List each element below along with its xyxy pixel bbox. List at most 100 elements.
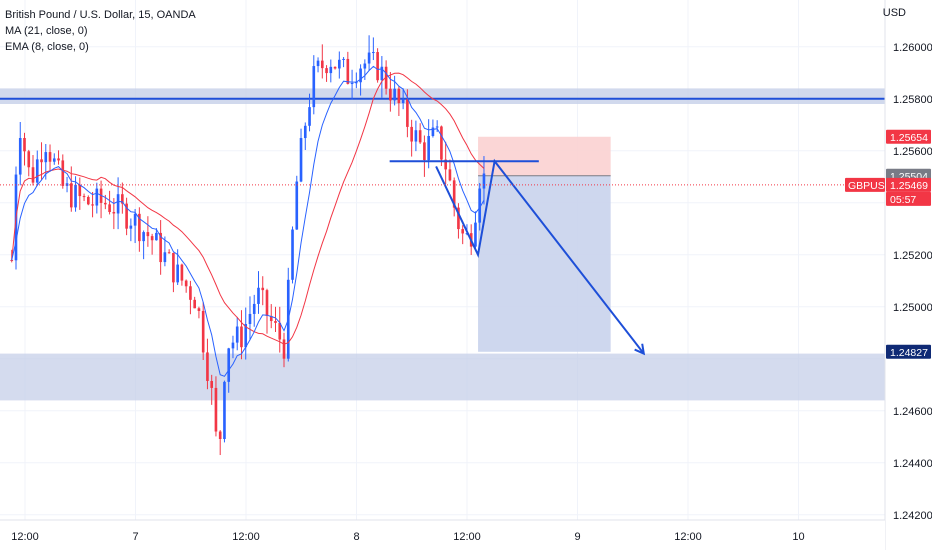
candle-body xyxy=(167,252,171,254)
candle-body xyxy=(163,252,167,263)
candle-body xyxy=(269,315,273,322)
candle-body xyxy=(457,207,460,230)
candle-body xyxy=(48,152,52,162)
price-tag-box xyxy=(886,177,931,192)
chart-legend: British Pound / U.S. Dollar, 15, OANDA M… xyxy=(5,7,196,55)
price-tag-box xyxy=(886,129,931,144)
candle-body xyxy=(427,135,430,161)
candle-body xyxy=(350,83,354,85)
candle-body xyxy=(337,59,341,69)
candle-body xyxy=(414,130,418,142)
grid xyxy=(0,0,885,520)
candle-body xyxy=(129,225,133,229)
x-tick-label: 12:00 xyxy=(674,531,702,543)
candle-body xyxy=(274,321,277,323)
candle-body xyxy=(367,52,371,64)
symbol-title[interactable]: British Pound / U.S. Dollar, 15, OANDA xyxy=(5,9,196,21)
candle-body xyxy=(376,52,379,81)
candle-body xyxy=(329,66,333,74)
candle-body xyxy=(52,158,56,162)
candle-body xyxy=(172,252,175,283)
candle-body xyxy=(193,299,196,309)
candle-body xyxy=(325,68,328,74)
candle-body xyxy=(121,194,124,204)
candle-body xyxy=(125,203,128,229)
candle-body xyxy=(359,68,362,83)
candle-body xyxy=(355,82,358,84)
y-tick-label: 1.25200 xyxy=(893,250,932,262)
ema-indicator-label[interactable]: EMA (8, close, 0) xyxy=(5,41,89,53)
candle-body xyxy=(440,126,443,160)
candle-body xyxy=(363,63,367,69)
candle-body xyxy=(210,380,214,388)
candle-body xyxy=(308,107,311,126)
candle-body xyxy=(342,58,345,60)
y-tick-label: 1.26000 xyxy=(893,42,932,54)
candle-body xyxy=(423,142,426,161)
x-tick-label: 7 xyxy=(132,531,138,543)
candle-body xyxy=(257,287,260,304)
candle-body xyxy=(380,66,384,81)
candle-body xyxy=(104,202,107,205)
candle-body xyxy=(82,196,86,198)
y-tick-label: 1.25000 xyxy=(893,302,932,314)
candle-body xyxy=(218,431,222,439)
candle-body xyxy=(61,160,65,186)
candle-body xyxy=(431,127,435,136)
candle-body xyxy=(397,88,401,104)
take-profit-zone xyxy=(478,175,611,352)
price-tag-box xyxy=(886,344,931,359)
candle-body xyxy=(384,66,388,89)
time-axis xyxy=(0,520,885,550)
y-tick-label: 1.24400 xyxy=(893,458,932,470)
candle-body xyxy=(112,212,116,214)
timer-price-tag: 05:57 xyxy=(886,191,931,206)
candle-body xyxy=(10,260,14,261)
price-tag-label: 1.25654 xyxy=(890,132,928,144)
candle-body xyxy=(133,213,137,226)
candle-body xyxy=(227,348,231,382)
candle-body xyxy=(410,126,413,142)
candle-body xyxy=(146,232,150,237)
candle-body xyxy=(406,99,409,127)
candle-body xyxy=(214,387,218,432)
y-tick-label: 1.24200 xyxy=(893,510,932,522)
candle-body xyxy=(265,290,269,316)
x-tick-label: 9 xyxy=(574,531,580,543)
candle-body xyxy=(401,99,405,104)
candle-body xyxy=(180,264,184,281)
price-tag-label: 1.24827 xyxy=(890,347,928,359)
candle-body xyxy=(65,183,69,186)
support-zone xyxy=(0,353,885,401)
candle-body xyxy=(278,322,282,340)
x-tick-label: 12:00 xyxy=(453,531,481,543)
y-tick-label: 1.24600 xyxy=(893,406,932,418)
x-tick-label: 8 xyxy=(353,531,359,543)
projection-path xyxy=(435,158,645,355)
candle-body xyxy=(86,197,90,205)
candle-body xyxy=(91,204,94,206)
candle-body xyxy=(248,313,252,325)
candle-body xyxy=(231,342,235,349)
resistance-zone xyxy=(0,88,885,104)
candle-body xyxy=(155,232,158,241)
candle-body xyxy=(418,130,422,143)
y-tick-label: 1.25800 xyxy=(893,94,932,106)
candle-body xyxy=(389,88,392,101)
candle-body xyxy=(197,308,201,311)
candle-body xyxy=(244,324,248,348)
candle-body xyxy=(95,188,99,206)
price-tag-label: GBPUSD xyxy=(848,180,893,192)
ma-indicator-label[interactable]: MA (21, close, 0) xyxy=(5,25,88,37)
candle-body xyxy=(138,213,141,242)
candle-body xyxy=(452,180,456,208)
candle-body xyxy=(291,229,294,280)
candle-body xyxy=(189,286,192,300)
candle-body xyxy=(435,126,439,128)
candle-body xyxy=(320,60,324,69)
candle-body xyxy=(333,66,337,69)
candle-body xyxy=(461,229,465,234)
candle-body xyxy=(159,232,162,263)
